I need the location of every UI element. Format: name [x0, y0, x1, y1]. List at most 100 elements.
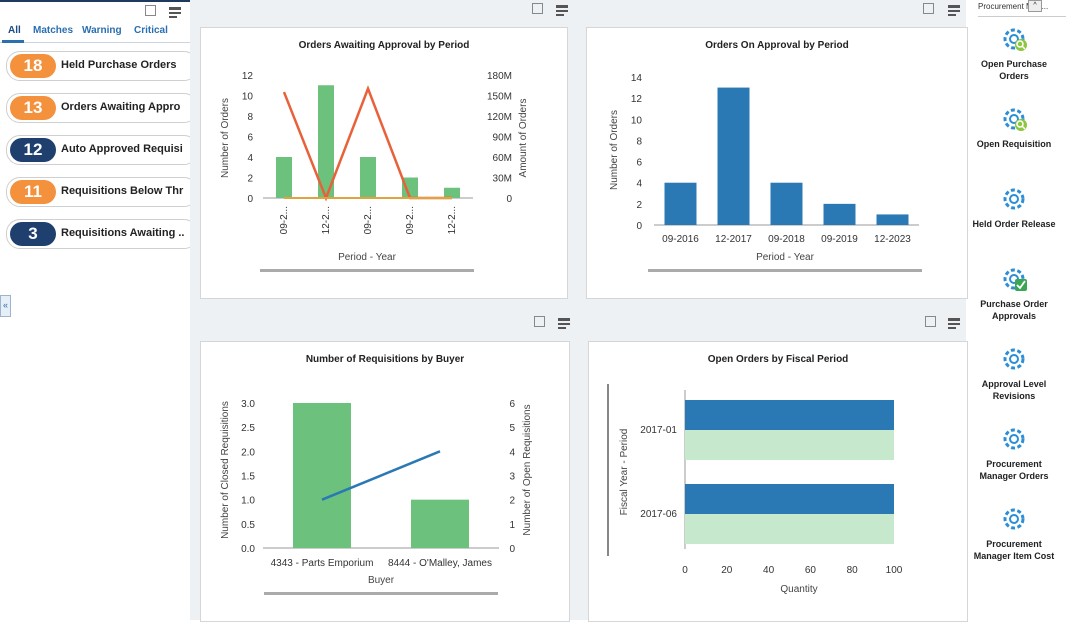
- y2-tick-label: 4: [509, 447, 515, 458]
- y-tick-label: 1.5: [241, 472, 255, 483]
- expand-icon[interactable]: [925, 316, 936, 327]
- bar: [717, 87, 750, 225]
- tab-all[interactable]: All: [8, 25, 21, 36]
- launch-app-tile[interactable]: Held Order Release: [968, 184, 1060, 230]
- count-badge: 13: [10, 96, 56, 120]
- y-axis-label: Number of Closed Requisitions: [220, 401, 231, 539]
- count-badge: 12: [10, 138, 56, 162]
- launch-app-tile[interactable]: Open Purchase Orders: [968, 24, 1060, 82]
- x-tick-label: 60: [805, 565, 817, 576]
- y2-tick-label: 5: [509, 423, 515, 434]
- menu-icon[interactable]: [169, 5, 181, 18]
- chart-panel: Orders Awaiting Approval by Period 0 2 4 6 8…: [200, 27, 568, 299]
- y2-tick-label: 1: [509, 520, 515, 531]
- card-label: Requisitions Below Thr: [61, 185, 184, 197]
- menu-icon[interactable]: [948, 316, 960, 329]
- app-label: Open Requisition: [976, 139, 1052, 149]
- x-tick-label: 09-2...: [405, 206, 416, 234]
- x-tick-label: 80: [847, 565, 859, 576]
- x-tick-label: 4343 - Parts Emporium: [271, 558, 374, 569]
- collapse-panel-button[interactable]: «: [0, 295, 11, 317]
- expand-icon[interactable]: [534, 316, 545, 327]
- y-tick-label: 2017-01: [640, 425, 677, 436]
- watchlist-card[interactable]: 11 Requisitions Below Thr: [6, 177, 198, 207]
- launch-app-tile[interactable]: Procurement Manager Item Cost: [968, 504, 1060, 562]
- bar: [318, 85, 334, 198]
- x-tick-label: 12-2...: [447, 206, 458, 234]
- y-tick-label: 1.0: [241, 496, 255, 507]
- tab-warning[interactable]: Warning: [82, 25, 122, 36]
- chart-panel: Number of Requisitions by Buyer 0.0 0.5 1.…: [200, 341, 570, 622]
- y-tick-label: 2.0: [241, 447, 255, 458]
- gear-icon: [1003, 188, 1025, 210]
- y-tick-label: 10: [242, 92, 254, 103]
- x-tick-label: 09-2...: [363, 206, 374, 234]
- divider: [576, 0, 578, 620]
- y-axis-label: Fiscal Year - Period: [619, 429, 630, 516]
- y-tick-label: 8: [636, 136, 642, 147]
- bar: [276, 157, 292, 198]
- y-axis-label: Number of Orders: [220, 98, 231, 178]
- gear-icon: [1003, 508, 1025, 530]
- scrollbar: [260, 269, 474, 272]
- y-tick-label: 2.5: [241, 423, 255, 434]
- panel-toolbar: [578, 311, 966, 331]
- x-tick-label: 40: [763, 565, 775, 576]
- x-tick-label: 100: [886, 565, 903, 576]
- y2-tick-label: 150M: [487, 92, 512, 103]
- menu-icon[interactable]: [558, 316, 570, 329]
- chart-panel: Open Orders by Fiscal Period 0 20 40 60 80 10…: [588, 341, 968, 622]
- x-axis-label: Period - Year: [338, 252, 396, 263]
- gear-icon: [1003, 348, 1025, 370]
- y2-tick-label: 6: [509, 399, 515, 410]
- chart-title: Number of Requisitions by Buyer: [305, 354, 465, 365]
- y-tick-label: 4: [247, 153, 253, 164]
- menu-icon[interactable]: [948, 3, 960, 16]
- tab-matches[interactable]: Matches: [33, 25, 74, 36]
- y-tick-label: 0.0: [241, 544, 255, 555]
- watchlist-card[interactable]: 12 Auto Approved Requisi: [6, 135, 198, 165]
- y-tick-label: 0.5: [241, 520, 255, 531]
- count-badge: 3: [10, 222, 56, 246]
- bar: [770, 182, 803, 225]
- y2-tick-label: 90M: [493, 133, 512, 144]
- expand-icon[interactable]: [532, 3, 543, 14]
- x-tick-label: 09-2...: [279, 206, 290, 234]
- y-tick-label: 10: [631, 115, 643, 126]
- collapse-up-icon[interactable]: ^: [1028, 0, 1042, 12]
- y-tick-label: 2: [636, 200, 642, 211]
- bar: [685, 484, 894, 514]
- y2-tick-label: 0: [509, 544, 515, 555]
- y-tick-label: 0: [247, 194, 253, 205]
- launch-app-tile[interactable]: Approval Level Revisions: [968, 344, 1060, 402]
- y-tick-label: 4: [636, 179, 642, 190]
- chart-svg: 0 2 4 6 8 10 12 0 30M 60M 90M 120M 150M 180M 09-2... 12…: [220, 71, 529, 272]
- x-tick-label: 09-2018: [768, 234, 805, 245]
- y-tick-label: 12: [242, 71, 254, 82]
- launch-app-tile[interactable]: Procurement Manager Orders: [968, 424, 1060, 482]
- launch-app-tile[interactable]: Open Requisition: [968, 104, 1060, 150]
- launch-app-tile[interactable]: Purchase Order Approvals: [968, 264, 1060, 322]
- x-tick-label: 0: [682, 565, 688, 576]
- expand-icon[interactable]: [145, 5, 156, 16]
- tab-critical[interactable]: Critical: [134, 25, 168, 36]
- x-tick-label: 20: [721, 565, 733, 576]
- watchlist-card[interactable]: 18 Held Purchase Orders: [6, 51, 198, 81]
- active-tab-indicator: [2, 40, 24, 43]
- card-label: Requisitions Awaiting ..: [61, 227, 185, 239]
- gear-search-icon: [1003, 28, 1027, 51]
- watchlist-card[interactable]: 3 Requisitions Awaiting ..: [6, 219, 198, 249]
- y-tick-label: 2017-06: [640, 509, 677, 520]
- expand-icon[interactable]: [923, 3, 934, 14]
- bar: [411, 499, 469, 548]
- y-tick-label: 6: [636, 158, 642, 169]
- bar: [685, 430, 894, 460]
- bar: [444, 187, 460, 198]
- y2-tick-label: 30M: [493, 174, 512, 185]
- gear-search-icon: [1003, 108, 1027, 131]
- panel-toolbar: [192, 0, 576, 19]
- watchlist-card[interactable]: 13 Orders Awaiting Appro: [6, 93, 198, 123]
- y-tick-label: 0: [636, 221, 642, 232]
- menu-icon[interactable]: [556, 3, 568, 16]
- panel-toolbar: [578, 0, 966, 19]
